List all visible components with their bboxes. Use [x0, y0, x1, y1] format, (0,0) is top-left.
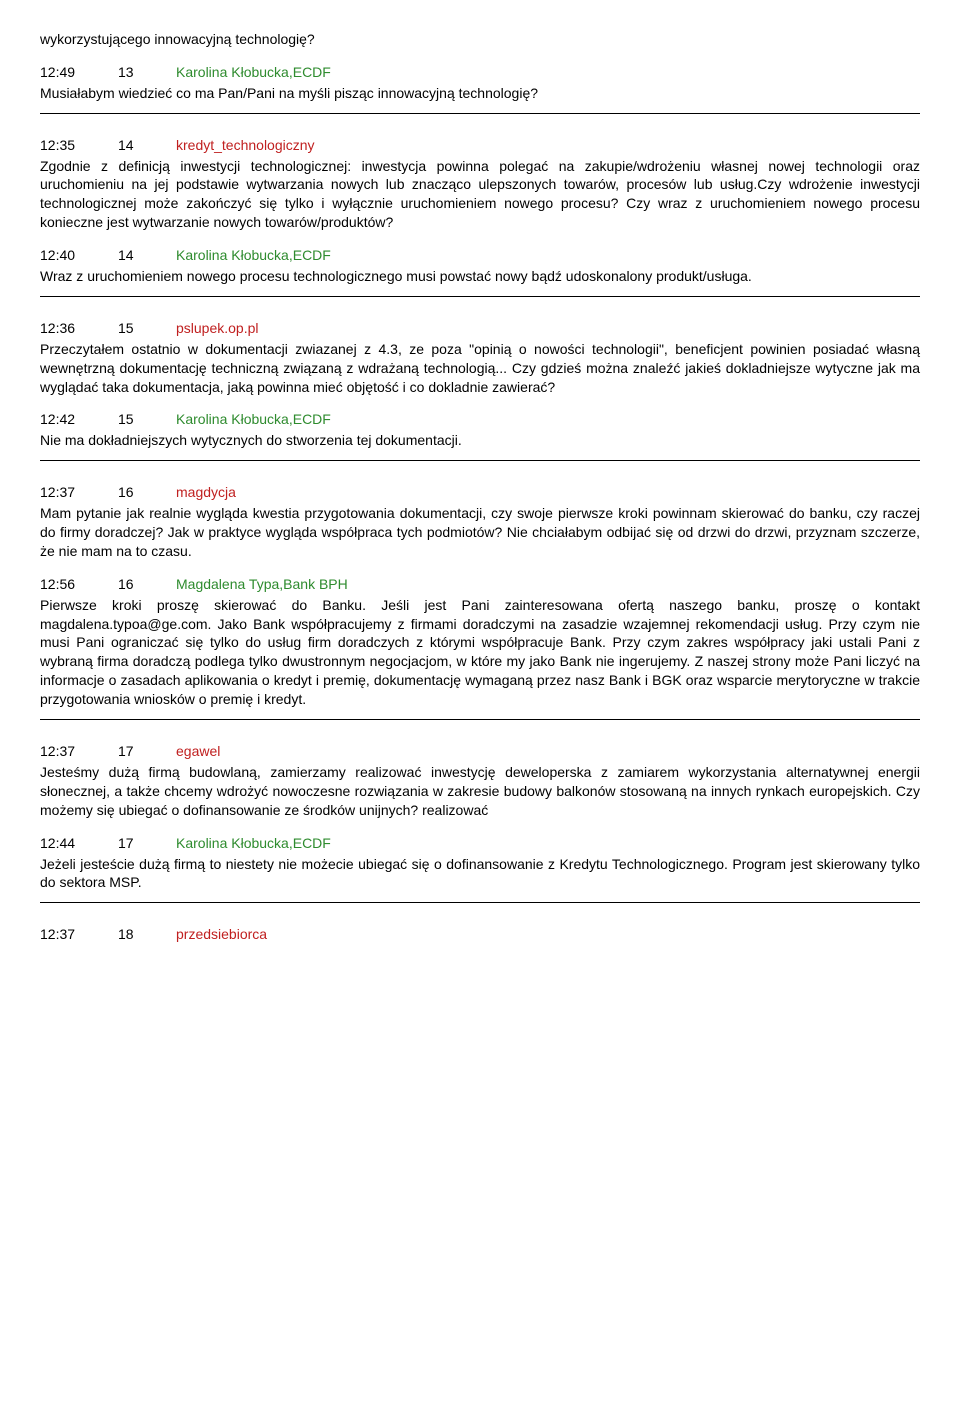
entries-container: 12:4913Karolina Kłobucka,ECDFMusiałabym …: [40, 63, 920, 944]
entry-author: Karolina Kłobucka,ECDF: [176, 246, 331, 265]
entry-body: Jeżeli jesteście dużą firmą to niestety …: [40, 855, 920, 893]
entry-header-line: 12:3514kredyt_technologiczny: [40, 136, 920, 155]
separator: [40, 113, 920, 114]
separator: [40, 902, 920, 903]
entry-number: 15: [118, 319, 176, 338]
entry-time: 12:44: [40, 834, 118, 853]
entry-author: kredyt_technologiczny: [176, 136, 315, 155]
entry-time: 12:37: [40, 483, 118, 502]
entry-body: Nie ma dokładniejszych wytycznych do stw…: [40, 431, 920, 450]
entry-author: przedsiebiorca: [176, 925, 267, 944]
entry-block: 12:3717egawel Jesteśmy dużą firmą budowla…: [40, 742, 920, 820]
entry-time: 12:40: [40, 246, 118, 265]
separator: [40, 719, 920, 720]
entry-header-line: 12:4913Karolina Kłobucka,ECDF: [40, 63, 920, 82]
entry-body: Musiałabym wiedzieć co ma Pan/Pani na my…: [40, 84, 920, 103]
entry-block: 12:3716magdycja Mam pytanie jak realnie w…: [40, 483, 920, 561]
entry-number: 16: [118, 575, 176, 594]
entry-author: Karolina Kłobucka,ECDF: [176, 834, 331, 853]
entry-body: Przeczytałem ostatnio w dokumentacji zwi…: [40, 340, 920, 397]
entry-body: Mam pytanie jak realnie wygląda kwestia …: [40, 504, 920, 561]
entry-header-line: 12:3717egawel: [40, 742, 920, 761]
entry-number: 13: [118, 63, 176, 82]
entry-time: 12:37: [40, 925, 118, 944]
entry-header-line: 12:3718przedsiebiorca: [40, 925, 920, 944]
entry-block: 12:4913Karolina Kłobucka,ECDF Musiałabym …: [40, 63, 920, 103]
entry-author: Karolina Kłobucka,ECDF: [176, 410, 331, 429]
entry-author: magdycja: [176, 483, 236, 502]
entry-block: 12:5616Magdalena Typa,Bank BPH Pierwsze k…: [40, 575, 920, 709]
entry-number: 17: [118, 834, 176, 853]
entry-number: 17: [118, 742, 176, 761]
entry-block: 12:3514kredyt_technologiczny Zgodnie z de…: [40, 136, 920, 232]
entry-header-line: 12:4215Karolina Kłobucka,ECDF: [40, 410, 920, 429]
entry-block: 12:4417Karolina Kłobucka,ECDF Jeżeli jest…: [40, 834, 920, 893]
entry-body: Wraz z uruchomieniem nowego procesu tech…: [40, 267, 920, 286]
entry-time: 12:37: [40, 742, 118, 761]
entry-body: Jesteśmy dużą firmą budowlaną, zamierzam…: [40, 763, 920, 820]
entry-header-line: 12:3615pslupek.op.pl: [40, 319, 920, 338]
entry-time: 12:35: [40, 136, 118, 155]
entry-header-line: 12:4014Karolina Kłobucka,ECDF: [40, 246, 920, 265]
entry-author: egawel: [176, 742, 220, 761]
entry-number: 15: [118, 410, 176, 429]
entry-time: 12:56: [40, 575, 118, 594]
entry-number: 14: [118, 136, 176, 155]
entry-author: pslupek.op.pl: [176, 319, 259, 338]
entry-number: 18: [118, 925, 176, 944]
entry-header-line: 12:3716magdycja: [40, 483, 920, 502]
entry-header-line: 12:5616Magdalena Typa,Bank BPH: [40, 575, 920, 594]
entry-number: 16: [118, 483, 176, 502]
separator: [40, 460, 920, 461]
entry-block: 12:4014Karolina Kłobucka,ECDF Wraz z uruc…: [40, 246, 920, 286]
entry-header-line: 12:4417Karolina Kłobucka,ECDF: [40, 834, 920, 853]
intro-text: wykorzystującego innowacyjną technologię…: [40, 30, 920, 49]
entry-block: 12:3615pslupek.op.pl Przeczytałem ostatni…: [40, 319, 920, 397]
entry-number: 14: [118, 246, 176, 265]
entry-time: 12:49: [40, 63, 118, 82]
entry-body: Zgodnie z definicją inwestycji technolog…: [40, 157, 920, 233]
entry-author: Karolina Kłobucka,ECDF: [176, 63, 331, 82]
entry-block: 12:4215Karolina Kłobucka,ECDF Nie ma dokł…: [40, 410, 920, 450]
entry-body: Pierwsze kroki proszę skierować do Banku…: [40, 596, 920, 709]
entry-author: Magdalena Typa,Bank BPH: [176, 575, 348, 594]
entry-time: 12:42: [40, 410, 118, 429]
entry-block: 12:3718przedsiebiorca: [40, 925, 920, 944]
entry-time: 12:36: [40, 319, 118, 338]
separator: [40, 296, 920, 297]
